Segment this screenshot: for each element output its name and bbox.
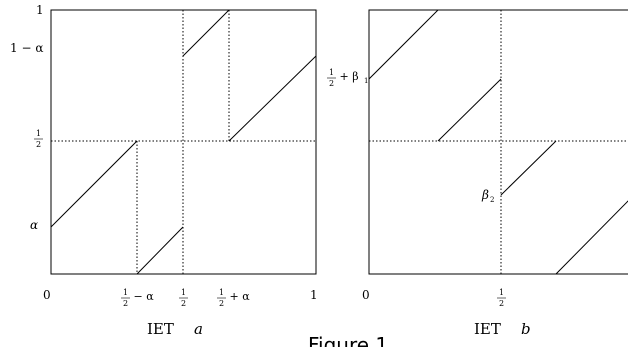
svg-text:1: 1 bbox=[181, 288, 186, 297]
svg-text:+ α: + α bbox=[226, 290, 250, 303]
panel-b-segment-1 bbox=[368, 9, 439, 80]
svg-text:1: 1 bbox=[36, 129, 41, 138]
panel-b-ylabel-beta2: β 2 bbox=[481, 188, 494, 204]
panel-b-segment-4 bbox=[555, 200, 628, 275]
svg-text:2: 2 bbox=[219, 299, 224, 308]
svg-text:1: 1 bbox=[123, 288, 128, 297]
svg-text:2: 2 bbox=[181, 299, 186, 308]
panel-a: 1 1 − α 1 2 α 0 1 2 − α 1 2 1 2 + α 1 bbox=[10, 3, 318, 338]
panel-a-caption: IET a bbox=[147, 320, 203, 338]
svg-text:1: 1 bbox=[329, 68, 334, 77]
svg-text:IET: IET bbox=[147, 320, 174, 338]
svg-text:IET: IET bbox=[474, 320, 501, 338]
panel-a-xlabel-half-plus-alpha: 1 2 + α bbox=[217, 288, 250, 308]
svg-text:1: 1 bbox=[364, 77, 368, 85]
svg-text:2: 2 bbox=[123, 299, 128, 308]
panel-b: 1 2 + β 1 β 2 0 1 2 IET b bbox=[327, 9, 628, 338]
panel-a-xlabel-one: 1 bbox=[310, 288, 318, 302]
panel-b-segment-2 bbox=[437, 78, 502, 142]
panel-a-xlabel-half-minus-alpha: 1 2 − α bbox=[121, 288, 154, 308]
panel-b-caption: IET b bbox=[474, 320, 531, 338]
panel-a-segment-3 bbox=[182, 9, 230, 57]
figure-caption: Figure 1 bbox=[308, 333, 388, 347]
panel-a-xlabel-zero: 0 bbox=[43, 288, 51, 302]
svg-text:2: 2 bbox=[329, 79, 334, 88]
panel-a-ylabel-one: 1 bbox=[36, 3, 44, 17]
svg-text:2: 2 bbox=[499, 299, 504, 308]
panel-b-ylabel-half-plus-beta1: 1 2 + β 1 bbox=[327, 68, 368, 88]
panel-a-segment-2 bbox=[136, 226, 184, 275]
panel-a-segment-4 bbox=[228, 55, 317, 142]
svg-text:1: 1 bbox=[499, 288, 504, 297]
panel-a-ylabel-one-minus-alpha: 1 − α bbox=[10, 41, 43, 55]
svg-text:β: β bbox=[481, 188, 489, 202]
panel-a-xlabel-half: 1 2 bbox=[179, 288, 188, 308]
panel-a-ylabel-half: 1 2 bbox=[34, 129, 43, 149]
panel-b-segment-3 bbox=[500, 140, 557, 196]
svg-text:a: a bbox=[194, 320, 203, 338]
panel-a-segment-1 bbox=[50, 140, 138, 228]
svg-text:2: 2 bbox=[36, 140, 41, 149]
svg-text:1: 1 bbox=[219, 288, 224, 297]
panel-b-xlabel-zero: 0 bbox=[362, 288, 370, 302]
svg-text:2: 2 bbox=[490, 196, 494, 204]
svg-text:− α: − α bbox=[130, 290, 154, 303]
panel-a-ylabel-alpha: α bbox=[30, 218, 38, 232]
panel-b-frame bbox=[368, 9, 628, 275]
svg-text:b: b bbox=[521, 320, 531, 338]
panel-b-xlabel-half: 1 2 bbox=[497, 288, 506, 308]
svg-text:+ β: + β bbox=[336, 70, 359, 83]
